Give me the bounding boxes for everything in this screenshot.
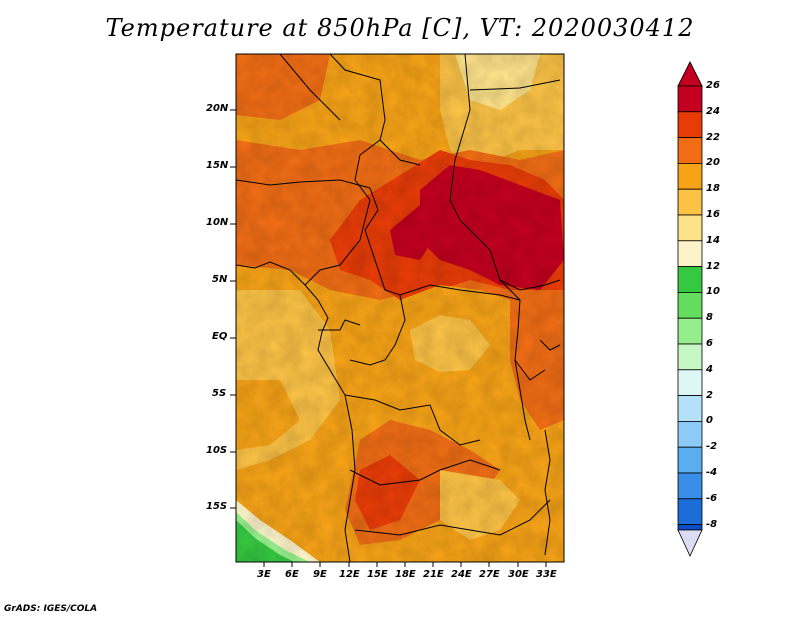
colorbar-label: 16	[706, 209, 720, 220]
lat-label: 5S	[212, 388, 227, 399]
colorbar-seg	[677, 446, 703, 474]
colorbar-label: 20	[706, 157, 720, 168]
lon-label: 24E	[451, 569, 472, 580]
temperature-field	[236, 54, 564, 562]
colorbar-under-triangle	[677, 529, 703, 557]
colorbar-seg	[677, 472, 703, 500]
lat-label: 15S	[206, 501, 228, 512]
colorbar-over-triangle-border	[677, 61, 703, 87]
colorbar-label: 2	[706, 390, 713, 401]
lat-label: 10S	[206, 445, 228, 456]
colorbar-label: -2	[706, 441, 718, 452]
colorbar-label: 18	[706, 183, 720, 194]
lon-label: 33E	[536, 569, 557, 580]
map-frame	[235, 53, 565, 563]
colorbar-seg	[677, 85, 703, 113]
colorbar-seg	[677, 214, 703, 242]
lon-label: 9E	[313, 569, 327, 580]
colorbar-label: 12	[706, 261, 720, 272]
colorbar-label: 10	[706, 286, 720, 297]
colorbar-label: 0	[706, 415, 713, 426]
colorbar-seg	[677, 162, 703, 190]
map-title: Temperature at 850hPa [C], VT: 202003041…	[105, 14, 695, 42]
colorbar-seg	[677, 395, 703, 422]
lat-label: EQ	[212, 331, 228, 342]
colorbar	[677, 61, 703, 557]
country-boundaries	[236, 54, 561, 562]
colorbar-seg	[677, 240, 703, 268]
lon-label: 6E	[285, 569, 299, 580]
colorbar-seg	[677, 266, 703, 293]
lat-label: 20N	[206, 103, 229, 114]
lon-label: 30E	[508, 569, 529, 580]
colorbar-label: -4	[706, 467, 718, 478]
lat-label: 5N	[212, 274, 228, 285]
colorbar-seg	[677, 498, 703, 525]
lat-label: 15N	[206, 160, 229, 171]
colorbar-label: -6	[706, 493, 718, 504]
colorbar-seg	[677, 188, 703, 216]
lon-label: 12E	[339, 569, 360, 580]
lon-label: 18E	[395, 569, 416, 580]
axis-ticks	[230, 109, 547, 567]
lon-label: 3E	[257, 569, 271, 580]
colorbar-label: 6	[706, 338, 713, 349]
colorbar-label: 24	[706, 106, 720, 117]
colorbar-seg	[677, 317, 703, 345]
lat-label: 10N	[206, 217, 229, 228]
colorbar-seg	[677, 291, 703, 319]
colorbar-label: 26	[706, 80, 720, 91]
colorbar-label: 22	[706, 132, 720, 143]
colorbar-seg	[677, 420, 703, 448]
colorbar-label: -8	[706, 519, 718, 530]
colorbar-label: 14	[706, 235, 720, 246]
lon-label: 27E	[479, 569, 500, 580]
colorbar-seg	[677, 343, 703, 371]
grads-credit: GrADS: IGES/COLA	[4, 604, 98, 614]
colorbar-seg	[677, 137, 703, 164]
colorbar-seg	[677, 524, 703, 531]
colorbar-seg	[677, 111, 703, 139]
colorbar-seg	[677, 369, 703, 396]
colorbar-label: 4	[706, 364, 713, 375]
lon-label: 15E	[367, 569, 388, 580]
colorbar-label: 8	[706, 312, 713, 323]
lon-label: 21E	[423, 569, 444, 580]
